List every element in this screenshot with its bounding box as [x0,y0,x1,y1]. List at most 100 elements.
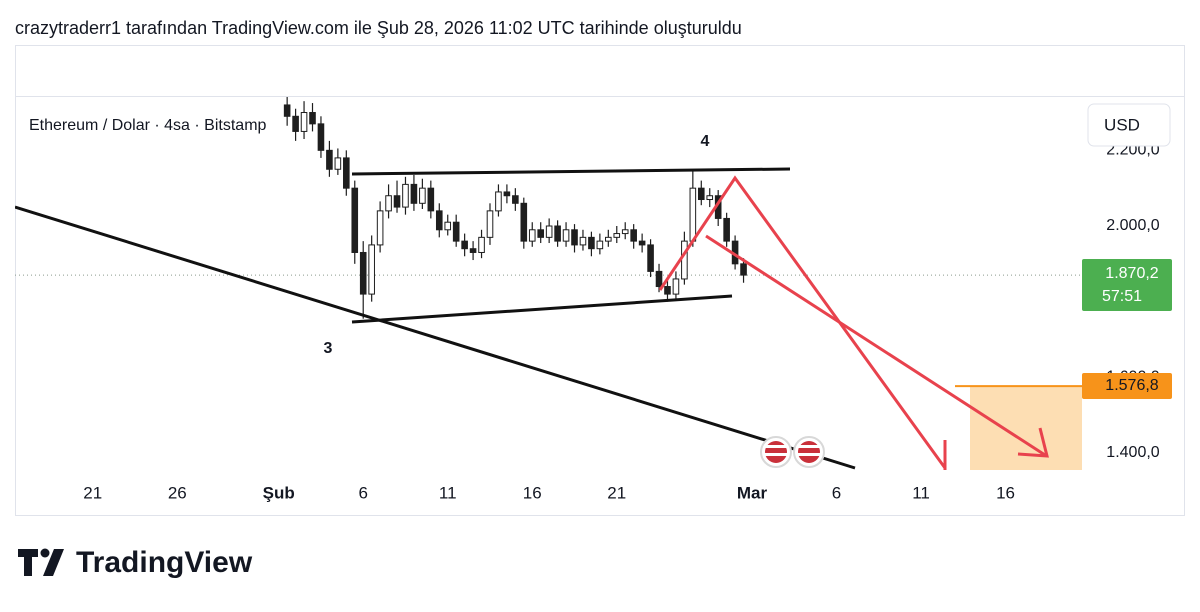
candle-body [283,104,291,117]
candle-body [647,244,654,272]
target-price-label: 1.576,8 [1105,377,1158,394]
flag-icon [765,445,787,448]
x-tick-label: 21 [83,483,102,502]
candle-body [427,187,435,212]
candle-body [300,112,308,132]
projection-arrow [705,234,1046,457]
candle-body [419,187,426,204]
candle-body [478,236,485,253]
y-tick-label: 1.400,0 [1106,444,1159,461]
candle-body [486,210,494,238]
currency-button[interactable] [1087,103,1171,147]
candle-body [317,123,325,151]
target-price-tag [1082,373,1172,399]
candle-body [461,240,468,250]
brand-name: TradingView [76,546,253,579]
candle-body [393,195,401,208]
event-flags [760,436,825,468]
candle-body [410,183,418,204]
candle-body [621,229,629,235]
trend-line [15,205,856,470]
candle-body [571,229,578,246]
countdown: 57:51 [1102,288,1142,305]
x-tick-label: 16 [523,483,542,502]
candle-body [359,251,367,295]
flag-icon [798,445,820,448]
candle-body [605,236,612,242]
candle-body [495,191,502,212]
projection-arrow [658,175,947,469]
candle-body [503,191,511,197]
currency-button[interactable]: USD [1087,103,1171,147]
flag-icon [798,441,820,463]
x-tick-label: 21 [607,483,626,502]
resistance-line [351,167,791,176]
candle-body [376,210,384,246]
wave-label: 4 [701,133,710,150]
flag-icon [798,453,820,456]
candle-body [664,286,671,295]
last-price-label: 1.870,2 [1105,265,1158,282]
candle-body [368,244,375,295]
arrow-head [1017,427,1049,458]
x-axis: 21 26 Şub 6 11 16 21 Mar 6 11 16 [83,483,1015,502]
x-tick-label: 26 [168,483,187,502]
candles [283,97,747,319]
candle-body [537,229,545,238]
candle-body [706,195,714,201]
target-zone [970,386,1082,470]
candle-body [723,217,730,242]
candle-body [740,263,747,276]
x-tick-label: Mar [737,483,768,502]
x-tick-label: 11 [439,483,457,502]
candle-body [655,270,663,288]
candle-body [452,221,460,242]
currency-label[interactable]: USD [1104,115,1140,134]
flag-icon [765,441,787,463]
brand-logo: TradingView [18,546,253,579]
candle-body [554,225,561,242]
candle-body [444,221,452,231]
candle-body [520,202,528,242]
candle-body [689,187,697,242]
candle-body [588,236,595,250]
candle-body [512,195,519,204]
price-tags: 1.870,2 57:51 1.576,8 [1082,259,1172,399]
x-tick-label: 6 [832,483,841,502]
candle-body [469,248,477,253]
x-tick-label: 6 [358,483,367,502]
header: crazytraderr1 tarafından TradingView.com… [15,18,742,38]
logo-mark [40,548,50,558]
candle-body [292,115,299,132]
candle-body [613,233,621,238]
candle-body [638,240,646,246]
candle-body [343,157,350,189]
symbol-title: Ethereum / Dolar · 4sa · Bitstamp [29,117,267,134]
candle-body [630,229,637,242]
y-tick-label: 2.000,0 [1106,217,1159,234]
logo-mark [43,549,64,576]
candle-body [351,187,359,253]
last-price-tag [1082,259,1172,311]
plot-area [15,97,1085,470]
logo-mark [18,549,38,576]
candle-body [435,210,443,231]
candle-body [334,157,342,170]
candle-body [681,240,688,280]
candle-body [402,183,409,208]
flag-icon [765,453,787,456]
candle-body [579,236,587,246]
candle-body [562,229,570,242]
x-tick-label: 11 [912,483,930,502]
candle-body [326,149,333,170]
x-tick-label: Şub [263,483,295,502]
x-tick-label: 16 [996,483,1015,502]
candle-body [309,112,316,125]
candle-body [596,240,604,250]
candle-body [385,195,392,212]
wave-label: 3 [324,340,333,357]
support-line [351,294,733,324]
candle-body [697,187,705,201]
